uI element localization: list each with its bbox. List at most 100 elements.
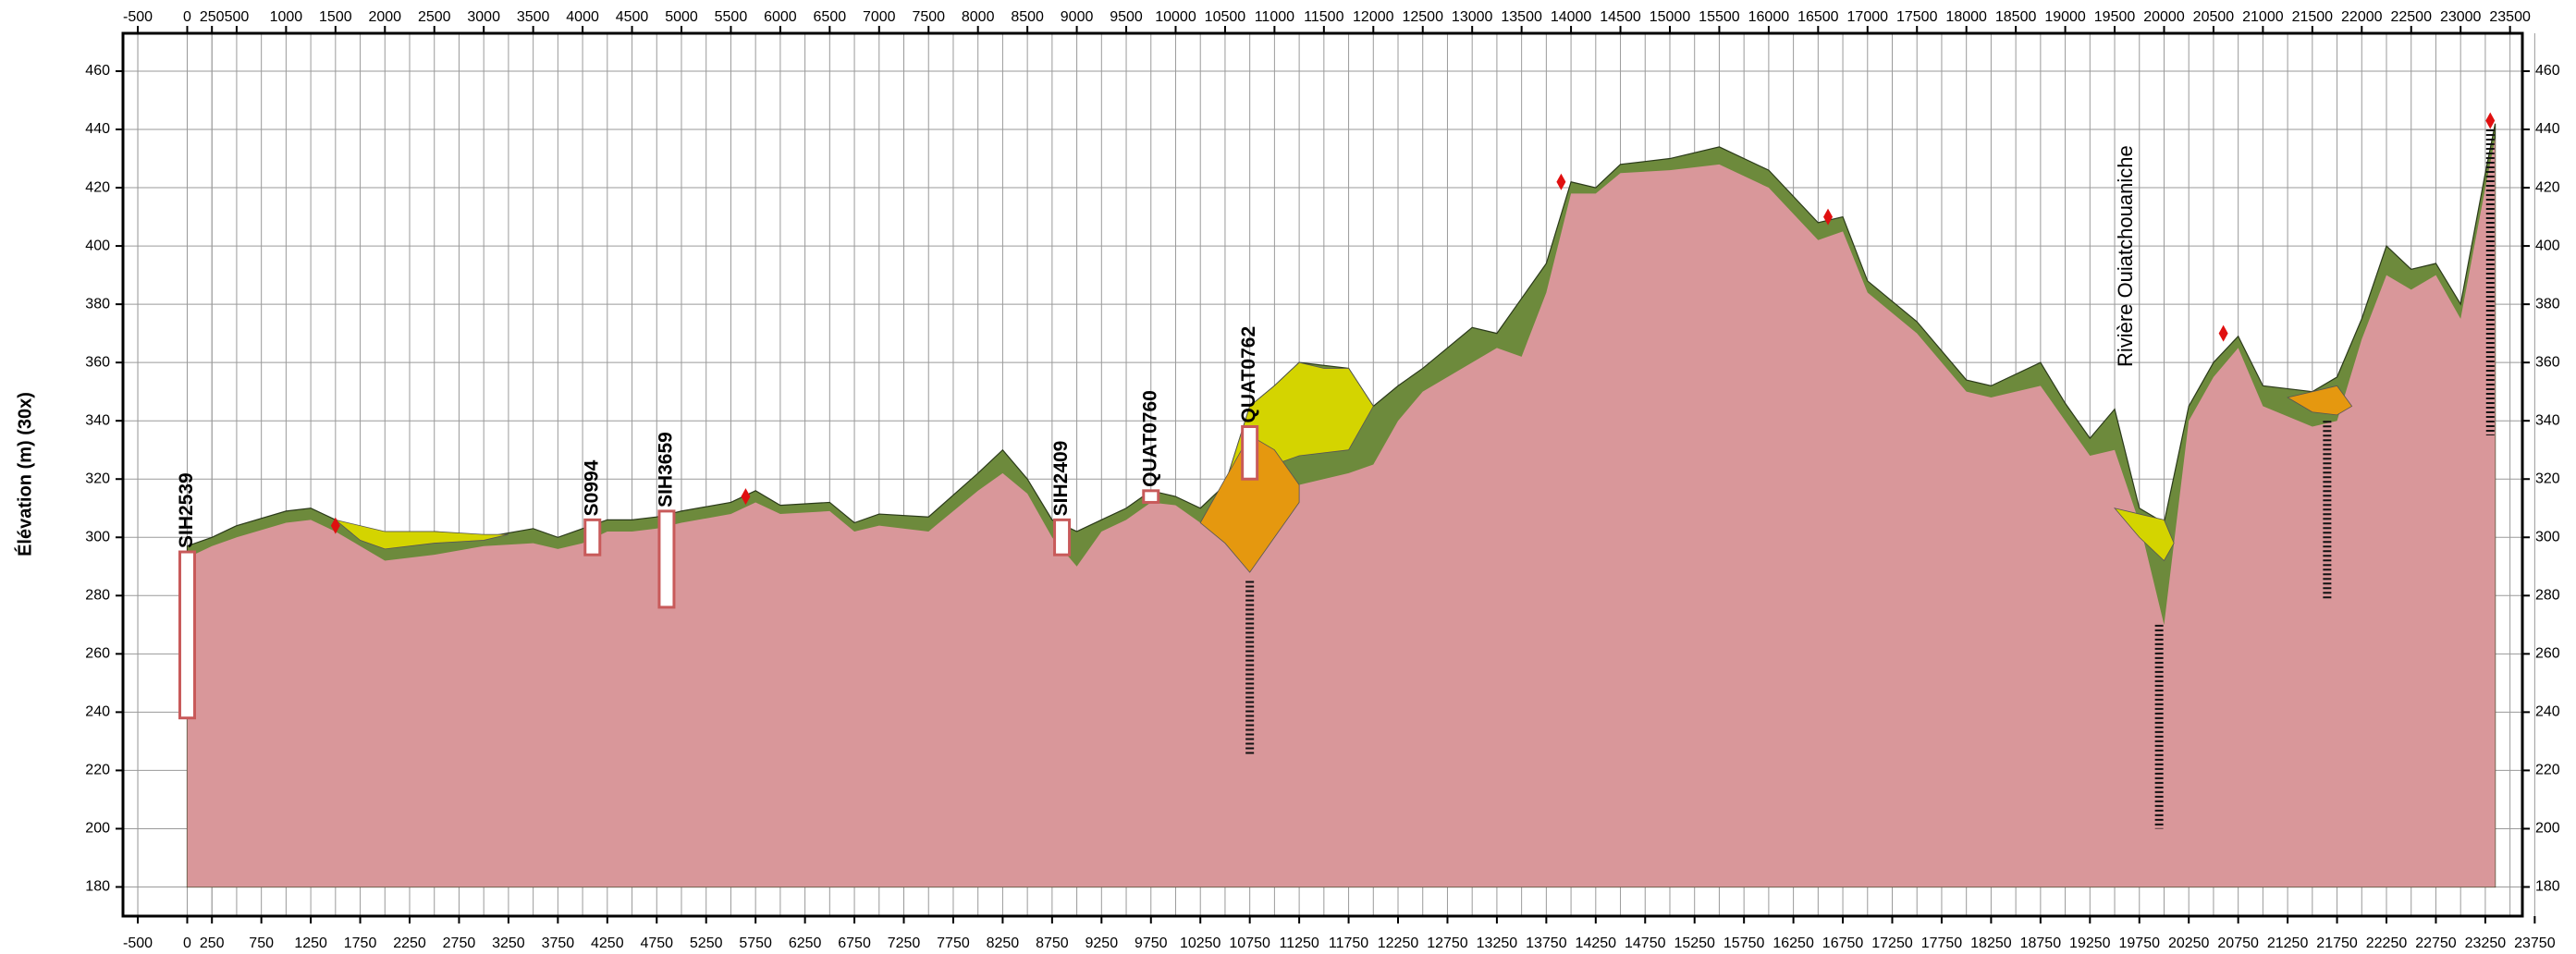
x-tick-label: -500 <box>123 9 153 25</box>
x-tick-label: 15500 <box>1699 9 1740 25</box>
y-tick-label: 240 <box>85 704 110 720</box>
x-tick-label: 6500 <box>814 9 847 25</box>
x-tick-label: 3750 <box>542 936 575 951</box>
x-tick-label: 500 <box>225 9 250 25</box>
x-tick-label: 16250 <box>1773 936 1814 951</box>
x-tick-label: 5000 <box>665 9 698 25</box>
y-tick-label: 420 <box>85 179 110 195</box>
x-tick-label: 12000 <box>1353 9 1394 25</box>
x-tick-label: 13750 <box>1526 936 1567 951</box>
borehole-label: SIH3659 <box>655 432 676 508</box>
x-tick-label: 1500 <box>319 9 352 25</box>
x-tick-label: 11000 <box>1255 9 1294 25</box>
annotation: Rivière Ouiatchouaniche <box>2114 145 2137 367</box>
x-tick-label: 250 <box>200 936 225 951</box>
x-tick-label: 10000 <box>1155 9 1196 25</box>
x-tick-label: 14750 <box>1625 936 1666 951</box>
y-tick-label: 240 <box>2535 704 2560 720</box>
x-tick-label: 16000 <box>1748 9 1790 25</box>
x-tick-label: 13250 <box>1477 936 1518 951</box>
y-tick-label: 340 <box>85 412 110 428</box>
x-tick-label: 19500 <box>2094 9 2136 25</box>
x-tick-label: 21750 <box>2316 936 2358 951</box>
x-tick-label: 2750 <box>443 936 476 951</box>
borehole-label: S0994 <box>581 459 602 516</box>
x-tick-label: 17750 <box>1921 936 1963 951</box>
x-tick-label: 5500 <box>715 9 748 25</box>
y-tick-label: 320 <box>85 471 110 486</box>
x-tick-label: 12500 <box>1402 9 1443 25</box>
x-tick-label: 10250 <box>1180 936 1221 951</box>
x-tick-label: 0 <box>183 9 191 25</box>
x-tick-label: 15250 <box>1674 936 1715 951</box>
x-tick-label: 23250 <box>2465 936 2507 951</box>
x-tick-label: 12750 <box>1427 936 1468 951</box>
borehole-label: QUAT0762 <box>1238 326 1259 423</box>
x-tick-label: 19250 <box>2069 936 2111 951</box>
x-tick-label: 7250 <box>888 936 921 951</box>
x-tick-label: 8000 <box>962 9 995 25</box>
borehole-label: SIH2539 <box>176 472 197 548</box>
x-tick-label: 9750 <box>1135 936 1168 951</box>
y-tick-label: 400 <box>2535 238 2560 253</box>
x-tick-label: 2000 <box>368 9 401 25</box>
y-tick-label: 280 <box>85 588 110 604</box>
x-tick-label: 14000 <box>1551 9 1592 25</box>
x-tick-label: 5250 <box>690 936 723 951</box>
x-tick-label: 1000 <box>270 9 303 25</box>
x-tick-label: 0 <box>183 936 191 951</box>
x-tick-label: 3250 <box>492 936 525 951</box>
y-tick-label: 320 <box>2535 471 2560 486</box>
y-tick-label: 360 <box>85 354 110 370</box>
x-tick-label: 7500 <box>912 9 945 25</box>
y-tick-label: 380 <box>2535 296 2560 312</box>
x-tick-label: 750 <box>249 936 274 951</box>
borehole-label: SIH2409 <box>1050 441 1072 517</box>
borehole <box>179 552 194 718</box>
x-tick-label: 23750 <box>2514 936 2556 951</box>
x-tick-label: 6000 <box>764 9 797 25</box>
x-tick-label: -500 <box>123 936 153 951</box>
x-tick-label: 9250 <box>1086 936 1119 951</box>
x-tick-label: 250 <box>200 9 225 25</box>
x-tick-label: 17500 <box>1896 9 1938 25</box>
y-tick-label: 180 <box>85 879 110 895</box>
x-tick-label: 15750 <box>1723 936 1765 951</box>
y-tick-label: 340 <box>2535 412 2560 428</box>
x-tick-label: 6750 <box>838 936 871 951</box>
y-tick-label: 460 <box>2535 63 2560 79</box>
x-tick-label: 7000 <box>863 9 896 25</box>
x-tick-label: 14250 <box>1576 936 1617 951</box>
borehole <box>659 511 674 607</box>
x-tick-label: 6250 <box>789 936 822 951</box>
x-tick-label: 19750 <box>2119 936 2161 951</box>
borehole <box>1144 491 1159 503</box>
x-tick-label: 17250 <box>1871 936 1913 951</box>
x-tick-label: 20500 <box>2193 9 2235 25</box>
x-tick-label: 5750 <box>739 936 772 951</box>
x-tick-label: 11750 <box>1329 936 1368 951</box>
x-tick-label: 16750 <box>1822 936 1864 951</box>
y-tick-label: 440 <box>2535 121 2560 137</box>
x-tick-label: 4500 <box>616 9 649 25</box>
y-tick-label: 220 <box>85 763 110 778</box>
borehole <box>1055 520 1070 555</box>
x-tick-label: 23500 <box>2489 9 2531 25</box>
x-tick-label: 21500 <box>2292 9 2334 25</box>
x-tick-label: 4000 <box>566 9 599 25</box>
x-tick-label: 3500 <box>517 9 550 25</box>
y-tick-label: 380 <box>85 296 110 312</box>
y-axis-label: Élévation (m) (30x) <box>14 392 35 556</box>
x-tick-label: 22750 <box>2415 936 2457 951</box>
y-tick-label: 440 <box>85 121 110 137</box>
x-tick-label: 18500 <box>1995 9 2037 25</box>
y-tick-label: 200 <box>85 821 110 837</box>
x-tick-label: 18750 <box>2020 936 2062 951</box>
y-tick-label: 200 <box>2535 821 2560 837</box>
x-tick-label: 9000 <box>1061 9 1094 25</box>
x-tick-label: 12250 <box>1378 936 1419 951</box>
y-tick-label: 460 <box>85 63 110 79</box>
y-tick-label: 300 <box>85 529 110 544</box>
y-tick-label: 280 <box>2535 588 2560 604</box>
x-tick-label: 4750 <box>640 936 673 951</box>
